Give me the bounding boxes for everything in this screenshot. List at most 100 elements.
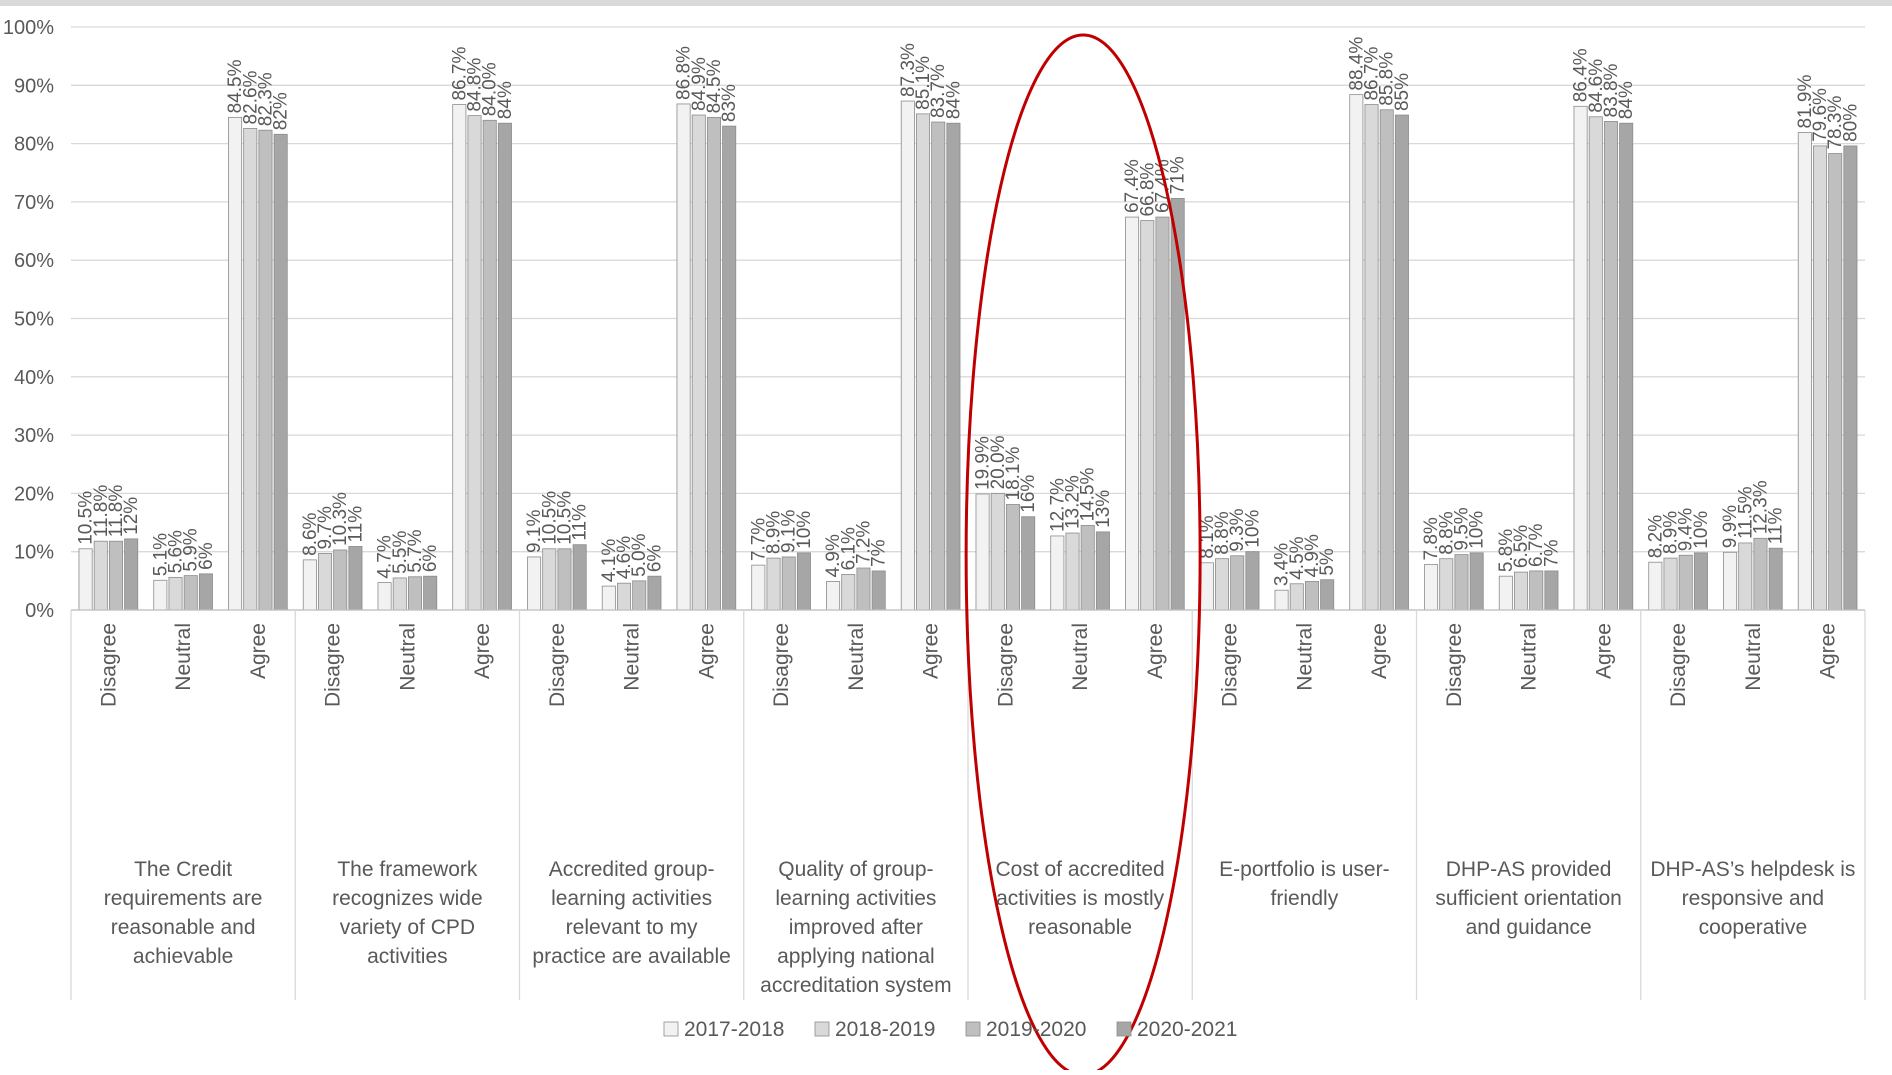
bar (1663, 557, 1678, 611)
y-tick-label: 40% (14, 367, 54, 389)
bar (617, 582, 632, 611)
legend-label: 2017-2018 (684, 1018, 784, 1041)
bar (1619, 122, 1634, 611)
bar (124, 538, 139, 611)
data-label: 9.5% (1451, 507, 1472, 550)
data-label: 5.9% (181, 528, 202, 571)
bar (1797, 132, 1812, 611)
bar (1424, 564, 1439, 611)
response-label: Agree (920, 623, 943, 679)
bar (348, 546, 363, 611)
bar (856, 567, 871, 611)
bar (1529, 570, 1544, 611)
data-label: 4.9% (823, 534, 844, 577)
bar (273, 133, 288, 611)
data-label: 86.4% (1571, 48, 1592, 102)
bar (557, 548, 572, 611)
data-label: 84.9% (689, 57, 710, 111)
data-label: 79.6% (1810, 88, 1831, 142)
bar (1439, 558, 1454, 611)
bar (392, 577, 407, 611)
bar (916, 113, 931, 611)
data-label: 86.7% (1362, 47, 1383, 101)
y-tick-label: 100% (3, 17, 54, 39)
data-label: 5% (1317, 548, 1338, 576)
response-label: Neutral (1069, 623, 1092, 691)
bar (691, 114, 706, 611)
data-label: 8.9% (764, 511, 785, 554)
data-labels: 10.5%11.8%11.8%12%5.1%5.6%5.9%6%84.5%82.… (76, 37, 1862, 587)
bar (452, 104, 467, 611)
bar (1768, 547, 1783, 611)
response-label: Agree (247, 623, 270, 679)
bar (1125, 216, 1140, 611)
data-label: 6% (196, 542, 217, 570)
data-label: 19.9% (973, 436, 994, 490)
bar (1140, 220, 1155, 611)
legend-swatch (663, 1021, 679, 1037)
bar (871, 570, 886, 611)
response-label: Neutral (845, 623, 868, 691)
data-label: 84% (1616, 81, 1637, 119)
data-label: 13% (1093, 490, 1114, 528)
bar (407, 576, 422, 611)
data-label: 10.5% (539, 491, 560, 545)
bar (183, 575, 198, 611)
data-label: 11% (345, 506, 366, 543)
bar (841, 574, 856, 611)
bar (1245, 551, 1260, 611)
bar (1753, 537, 1768, 611)
bar (1588, 116, 1603, 611)
bar (1498, 575, 1513, 611)
data-label: 85.1% (913, 56, 934, 110)
group-label: Quality of group-learning activities imp… (760, 858, 952, 997)
data-label: 87.3% (898, 43, 919, 97)
data-label: 7% (1541, 539, 1562, 567)
bar (990, 492, 1005, 611)
y-tick-label: 10% (14, 542, 54, 564)
data-label: 85.8% (1377, 52, 1398, 106)
response-label: Disagree (546, 623, 569, 707)
bar (243, 128, 258, 611)
bar (1050, 535, 1065, 611)
response-label: Neutral (172, 623, 195, 691)
bar (975, 493, 990, 611)
y-tick-label: 0% (25, 600, 54, 622)
bar (482, 119, 497, 611)
data-label: 67.4% (1122, 159, 1143, 213)
data-label: 11% (570, 504, 591, 541)
data-label: 84.6% (1586, 59, 1607, 113)
bar (647, 575, 662, 611)
response-label: Disagree (1219, 623, 1242, 707)
data-label: 83.7% (928, 64, 949, 118)
bar (1320, 579, 1335, 611)
response-label: Disagree (97, 623, 120, 707)
response-label: Agree (1592, 623, 1615, 679)
bar (1095, 531, 1110, 611)
bar (1199, 562, 1214, 611)
data-label: 18.1% (1003, 446, 1024, 500)
response-label: Neutral (1742, 623, 1765, 691)
bars (78, 94, 1858, 611)
bar (1170, 198, 1185, 611)
top-border (0, 0, 1892, 6)
bar (751, 564, 766, 611)
group-label: DHP-AS’s helpdesk is responsive and coop… (1650, 858, 1856, 939)
bar (1274, 589, 1289, 611)
bar (1289, 583, 1304, 611)
bar (377, 582, 392, 611)
bar (1155, 216, 1170, 611)
bar (542, 548, 557, 611)
bar (722, 125, 737, 611)
data-label: 86.7% (449, 47, 470, 101)
data-label: 86.8% (674, 46, 695, 100)
data-label: 4.9% (1302, 534, 1323, 577)
bar (900, 100, 915, 611)
response-label: Neutral (396, 623, 419, 691)
legend-label: 2019-2020 (986, 1018, 1086, 1041)
response-label: Agree (1817, 623, 1840, 679)
response-label: Neutral (1518, 623, 1541, 691)
data-label: 7% (869, 539, 890, 567)
response-label: Disagree (994, 623, 1017, 707)
